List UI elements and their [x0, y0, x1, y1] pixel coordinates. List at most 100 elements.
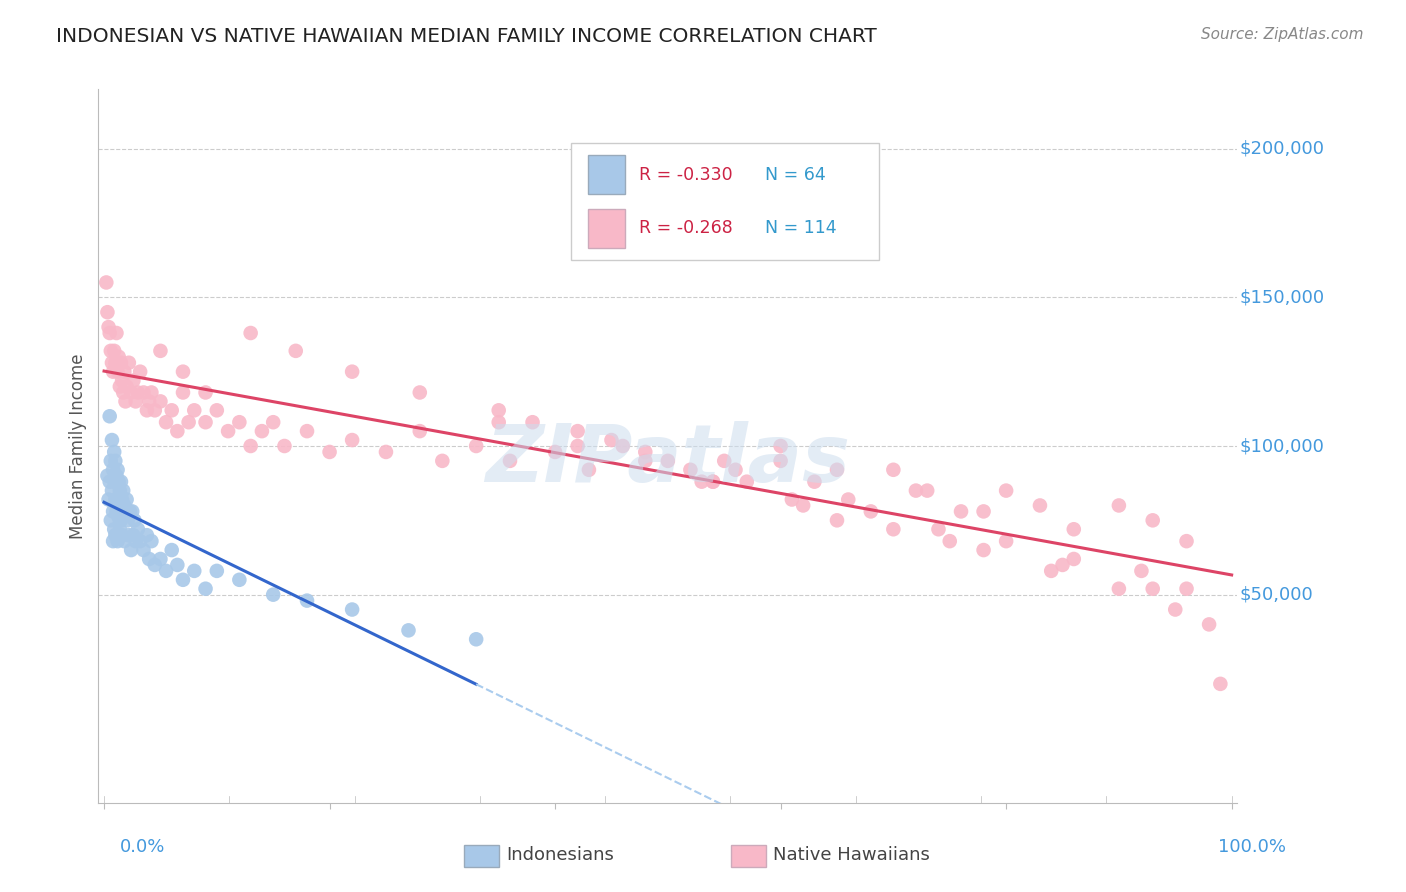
- Point: [115, 379, 138, 393]
- Point: [100, 513, 122, 527]
- Point: [1052, 558, 1074, 572]
- Point: [100, 454, 122, 468]
- Point: [143, 403, 166, 417]
- Point: [127, 522, 149, 536]
- Point: [149, 552, 172, 566]
- Point: [973, 543, 995, 558]
- Point: [118, 504, 141, 518]
- Point: [1108, 499, 1130, 513]
- Point: [172, 573, 194, 587]
- Point: [132, 543, 155, 558]
- Point: [432, 454, 454, 468]
- Point: [120, 385, 142, 400]
- Point: [995, 534, 1018, 549]
- Text: INDONESIAN VS NATIVE HAWAIIAN MEDIAN FAMILY INCOME CORRELATION CHART: INDONESIAN VS NATIVE HAWAIIAN MEDIAN FAM…: [56, 27, 877, 45]
- Point: [104, 528, 127, 542]
- Point: [409, 424, 432, 438]
- Point: [1108, 582, 1130, 596]
- Text: $200,000: $200,000: [1240, 140, 1324, 158]
- Point: [375, 445, 398, 459]
- Point: [1175, 534, 1198, 549]
- Text: R = -0.330: R = -0.330: [640, 166, 733, 184]
- Point: [108, 483, 131, 498]
- Point: [112, 365, 135, 379]
- Point: [98, 409, 121, 424]
- Point: [825, 513, 848, 527]
- Point: [104, 356, 127, 370]
- Point: [105, 468, 128, 483]
- Point: [105, 326, 128, 340]
- Point: [124, 513, 146, 527]
- Point: [120, 543, 142, 558]
- Point: [138, 394, 160, 409]
- Point: [702, 475, 724, 489]
- Point: [107, 510, 129, 524]
- Point: [101, 463, 124, 477]
- Point: [127, 385, 149, 400]
- Point: [100, 343, 122, 358]
- Point: [228, 415, 250, 429]
- Text: Source: ZipAtlas.com: Source: ZipAtlas.com: [1201, 27, 1364, 42]
- Point: [769, 439, 792, 453]
- Point: [973, 504, 995, 518]
- Point: [122, 528, 145, 542]
- Point: [1130, 564, 1153, 578]
- Point: [567, 439, 589, 453]
- Text: $100,000: $100,000: [1240, 437, 1324, 455]
- Point: [792, 499, 814, 513]
- Point: [690, 475, 713, 489]
- Text: 100.0%: 100.0%: [1219, 838, 1286, 856]
- Point: [1164, 602, 1187, 616]
- Point: [96, 468, 118, 483]
- Point: [124, 534, 146, 549]
- Point: [129, 534, 152, 549]
- Point: [155, 564, 177, 578]
- Text: N = 64: N = 64: [765, 166, 825, 184]
- Text: Native Hawaiians: Native Hawaiians: [773, 846, 931, 863]
- Point: [950, 504, 973, 518]
- Point: [96, 305, 118, 319]
- Point: [101, 356, 124, 370]
- Point: [135, 403, 157, 417]
- Point: [107, 365, 129, 379]
- Point: [499, 454, 522, 468]
- Text: ZIPatlas: ZIPatlas: [485, 421, 851, 500]
- Point: [103, 475, 125, 489]
- Point: [97, 320, 120, 334]
- Point: [141, 534, 163, 549]
- Point: [103, 445, 125, 459]
- Point: [488, 415, 510, 429]
- Point: [882, 463, 904, 477]
- Point: [121, 504, 143, 518]
- Point: [172, 365, 194, 379]
- Point: [138, 552, 160, 566]
- Point: [108, 379, 131, 393]
- Point: [318, 445, 340, 459]
- Point: [177, 415, 200, 429]
- Point: [634, 454, 657, 468]
- Point: [98, 475, 121, 489]
- Point: [915, 483, 938, 498]
- Point: [172, 385, 194, 400]
- Point: [97, 492, 120, 507]
- Point: [702, 475, 724, 489]
- Point: [837, 492, 859, 507]
- Point: [612, 439, 634, 453]
- Point: [340, 602, 363, 616]
- Point: [340, 433, 363, 447]
- Point: [1029, 499, 1052, 513]
- Point: [118, 356, 141, 370]
- Point: [112, 534, 135, 549]
- Point: [239, 439, 262, 453]
- Point: [110, 356, 132, 370]
- Point: [104, 492, 127, 507]
- Text: 0.0%: 0.0%: [120, 838, 165, 856]
- Point: [149, 343, 172, 358]
- Point: [205, 564, 228, 578]
- Point: [217, 424, 239, 438]
- Point: [117, 513, 139, 527]
- Point: [409, 385, 432, 400]
- Point: [101, 504, 124, 518]
- Point: [183, 564, 205, 578]
- Point: [114, 394, 136, 409]
